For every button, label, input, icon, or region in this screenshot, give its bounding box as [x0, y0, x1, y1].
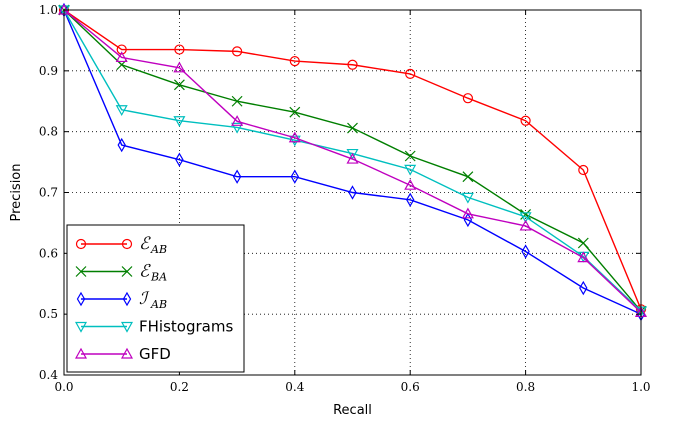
legend-marker	[122, 291, 132, 307]
series-line	[63, 9, 642, 313]
data-point	[405, 68, 416, 79]
data-point	[461, 192, 474, 204]
legend-entry: ℰ BA	[75, 262, 167, 284]
data-point	[115, 51, 128, 63]
y-tick-label: 1.0	[39, 3, 58, 17]
y-tick-label: 0.6	[39, 246, 58, 260]
data-point	[288, 131, 301, 143]
data-point	[232, 46, 243, 57]
legend-label-subscript: AB	[150, 243, 167, 256]
legend-label: GFD	[139, 345, 171, 363]
x-tick-label: 0.8	[516, 380, 535, 394]
legend-label-subscript: AB	[150, 298, 167, 311]
x-tick-label: 0.2	[170, 380, 189, 394]
x-axis-label: Recall	[333, 403, 372, 418]
series-line	[63, 9, 642, 315]
legend-marker	[120, 347, 134, 359]
data-point	[289, 55, 300, 67]
x-tick-label: 0.4	[285, 380, 304, 394]
data-point	[231, 122, 244, 134]
legend-label: ℐ	[139, 289, 150, 309]
legend-label-subscript: BA	[150, 271, 167, 284]
data-point	[346, 152, 359, 164]
data-point	[406, 192, 415, 207]
data-point	[347, 122, 358, 134]
data-point	[404, 164, 417, 176]
legend-entry: FHistograms	[74, 318, 233, 336]
data-point	[290, 169, 299, 184]
y-tick-label: 0.4	[39, 368, 58, 382]
data-point	[346, 148, 359, 160]
legend-label: FHistograms	[139, 318, 233, 336]
legend-marker	[75, 238, 87, 250]
data-point	[231, 95, 243, 107]
data-point	[404, 150, 416, 162]
data-point	[404, 178, 417, 190]
legend-entry: ℰ AB	[75, 234, 167, 256]
legend-entry: GFD	[74, 345, 171, 363]
data-point	[173, 61, 186, 73]
data-point	[173, 116, 186, 127]
axis-ticks: 0.0 0.2 0.4 0.6 0.8 1.0 0.4 0.5 0.6 0.7 0.8 0.9 1.0	[39, 3, 651, 394]
data-point	[461, 207, 474, 219]
legend-marker	[74, 321, 88, 333]
data-point	[577, 237, 589, 249]
data-point	[173, 79, 185, 91]
y-tick-label: 0.8	[39, 125, 58, 139]
legend-label: ℰ	[139, 234, 151, 254]
legend-marker	[120, 321, 134, 333]
legend-marker	[121, 238, 133, 250]
data-point	[289, 106, 301, 118]
x-tick-label: 1.0	[631, 380, 650, 394]
legend-label: ℰ	[139, 262, 151, 282]
data-point	[348, 185, 357, 200]
data-point	[347, 59, 358, 70]
series-GFD	[57, 3, 648, 317]
data-point	[519, 219, 532, 231]
y-axis-label: Precision	[9, 163, 24, 221]
data-point	[175, 152, 184, 167]
data-point	[116, 44, 127, 55]
data-point	[115, 105, 128, 117]
legend-marker	[121, 266, 133, 277]
legend-marker	[74, 347, 88, 359]
data-point	[462, 171, 474, 183]
series-line	[63, 9, 642, 310]
data-point	[520, 208, 532, 220]
data-point	[521, 244, 530, 259]
data-point	[117, 137, 126, 153]
data-point	[174, 44, 185, 55]
data-point	[232, 169, 242, 184]
data-point	[579, 280, 588, 296]
legend-marker	[76, 291, 86, 307]
y-tick-label: 0.9	[39, 64, 58, 78]
legend-marker	[75, 266, 87, 277]
data-point	[288, 135, 301, 147]
x-tick-label: 0.0	[54, 380, 73, 394]
data-point	[520, 115, 531, 126]
data-point	[519, 212, 532, 224]
data-point	[577, 251, 590, 263]
y-tick-label: 0.7	[39, 186, 58, 200]
data-point	[462, 93, 473, 104]
legend-entry: ℐ AB	[76, 289, 167, 311]
y-tick-label: 0.5	[39, 307, 58, 321]
data-point	[578, 164, 589, 176]
x-tick-label: 0.6	[401, 380, 420, 394]
data-point	[231, 115, 244, 126]
